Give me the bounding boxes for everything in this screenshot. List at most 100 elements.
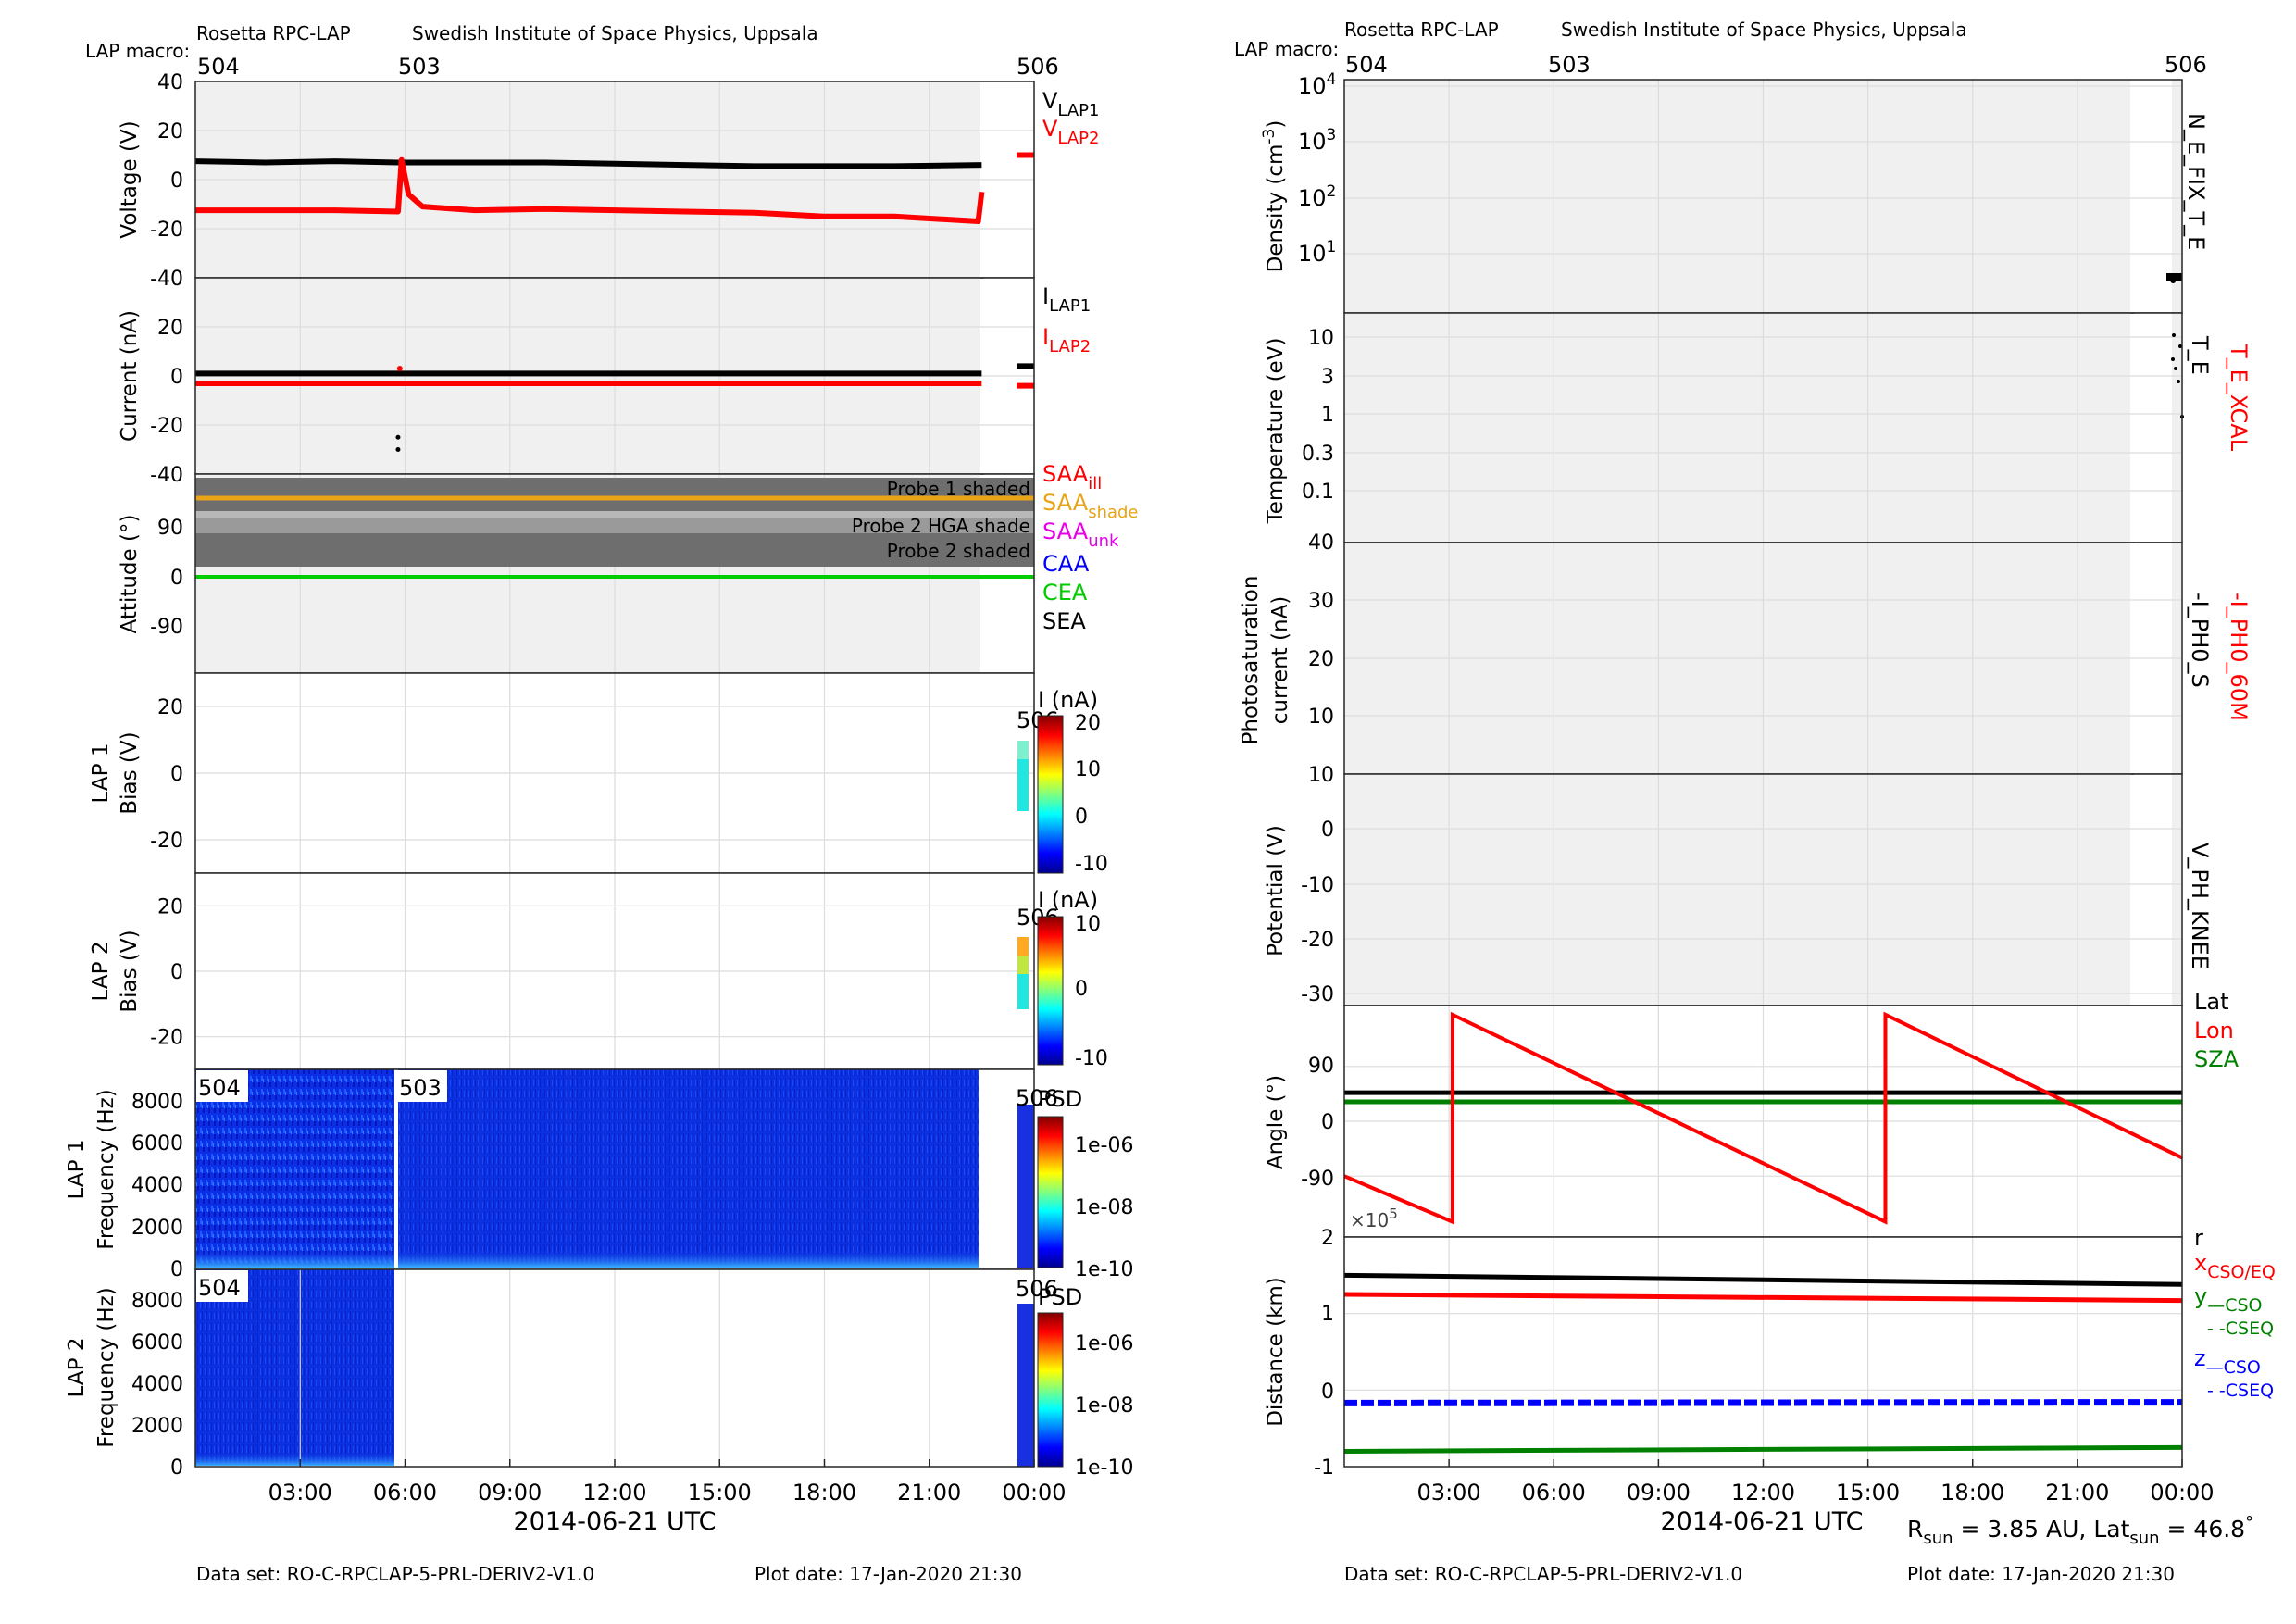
psd-block-503 xyxy=(398,1069,979,1268)
lat-sub: sun xyxy=(2129,1529,2159,1548)
x-tick-label: 21:00 xyxy=(897,1480,961,1505)
angle-ylabel: Angle (°) xyxy=(1264,1075,1288,1169)
x-tick-label: 06:00 xyxy=(1522,1480,1586,1505)
legend-sza: SZA xyxy=(2194,1046,2240,1072)
voltage-ytick: 20 xyxy=(157,120,183,144)
voltage-ylabel: Voltage (V) xyxy=(118,120,142,238)
density-ylabel-main: Density (cm xyxy=(1264,144,1288,273)
lap1psd-ylabel2: Frequency (Hz) xyxy=(94,1089,119,1249)
x-tick-label: 21:00 xyxy=(2045,1480,2109,1505)
legend-cea: CEA xyxy=(1042,580,1088,606)
temp-rlabel-te: T_E xyxy=(2187,335,2213,375)
photosaturation-panel: Photosaturation current (nA) 40 30 20 10… xyxy=(1239,531,2252,775)
x-tick-label: 09:00 xyxy=(478,1480,542,1505)
temp-ytick: 3 xyxy=(1321,366,1334,389)
voltage-series-vlap2 xyxy=(195,156,985,225)
x-tick-label: 06:00 xyxy=(373,1480,437,1505)
angle-panel: Angle (°) 90 0 -90 Lat Lon SZA ×105 xyxy=(1264,989,2240,1238)
lap2bias-ylabel2: Bias (V) xyxy=(118,930,142,1012)
right-plotdate: Plot date: 17-Jan-2020 21:30 xyxy=(1907,1563,2175,1585)
angle-ytick: -90 xyxy=(1301,1168,1334,1191)
distance-exponent: ×105 xyxy=(1350,1206,1398,1231)
psd1-cbar-title: PSD xyxy=(1038,1086,1082,1112)
psd1-ytick: 6000 xyxy=(131,1132,183,1156)
header-left: Rosetta RPC-LAP Swedish Institute of Spa… xyxy=(85,22,1059,80)
macro-label-504: 504 xyxy=(1345,52,1388,78)
lap2bias-cbar-tick: 10 xyxy=(1075,913,1101,936)
potential-ytick: -10 xyxy=(1301,874,1334,897)
photosat-ylabel1: Photosaturation xyxy=(1239,576,1263,745)
lap1bias-ylabel1: LAP 1 xyxy=(89,743,113,804)
psd1-macro-503: 503 xyxy=(399,1075,442,1101)
lap1bias-cbar-title: I (nA) xyxy=(1038,687,1098,713)
band-label-probe2-hga: Probe 2 HGA shade xyxy=(852,515,1030,537)
lap1-bias-panel: LAP 1 Bias (V) 200-20 506 I (nA) 20 10 0… xyxy=(89,672,1108,876)
psd2-colorbar xyxy=(1037,1312,1064,1468)
x-tick-label: 18:00 xyxy=(792,1480,856,1505)
current-legend: ILAP1 ILAP2 xyxy=(1042,283,1091,356)
attitude-panel: Probe 1 shaded Probe 2 HGA shade Probe 2… xyxy=(118,461,1139,674)
lap1-psd-panel: 504 503 LAP 1 Frequency (Hz) 8000 6000 4… xyxy=(65,1068,1133,1281)
lat-value: = 46.8 xyxy=(2160,1516,2246,1543)
macro-label-506: 506 xyxy=(2165,52,2207,78)
angle-series-lon xyxy=(1343,1011,2183,1225)
lap1bias-cbar-tick: 10 xyxy=(1075,758,1101,781)
temp-rlabel-xcal: T_E_XCAL xyxy=(2226,344,2252,452)
potential-rlabel: V_PH_KNEE xyxy=(2187,843,2213,969)
sun-info: Rsun = 3.85 AU, Latsun = 46.8° xyxy=(1907,1513,2253,1548)
lap1bias-ytick: 0 xyxy=(170,763,183,786)
macro-label-503: 503 xyxy=(1548,52,1591,78)
x-tick-label: 18:00 xyxy=(1940,1480,2004,1505)
potential-ylabel: Potential (V) xyxy=(1264,825,1288,956)
lap1bias-cbar-tick: 0 xyxy=(1075,806,1088,829)
psd2-macro-504: 504 xyxy=(198,1275,241,1301)
lap2bias-cbar-tick: 0 xyxy=(1075,978,1088,1001)
svg-text:VLAP1: VLAP1 xyxy=(1042,88,1099,120)
psd2-cbar-title: PSD xyxy=(1038,1284,1082,1310)
density-ytick-exp: 1 xyxy=(1327,238,1337,256)
instrument-title: Rosetta RPC-LAP xyxy=(1344,19,1499,41)
institute-title: Swedish Institute of Space Physics, Upps… xyxy=(1561,19,1967,41)
band-probe2-shaded xyxy=(195,533,1034,567)
density-ytick-1e3: 103 xyxy=(1298,126,1336,155)
psd1-cbar-tick: 1e-06 xyxy=(1075,1134,1133,1157)
bias-data-strip-top xyxy=(1017,937,1029,956)
psd2-cbar-tick: 1e-10 xyxy=(1075,1456,1133,1480)
left-xlabel: 2014-06-21 UTC xyxy=(513,1507,716,1536)
temperature-ylabel: Temperature (eV) xyxy=(1264,338,1288,525)
svg-text:y—CSO: y—CSO xyxy=(2194,1283,2263,1316)
psd1-ytick: 8000 xyxy=(131,1091,183,1114)
legend-y-sub: —CSO xyxy=(2207,1295,2262,1316)
temperature-panel: Temperature (eV) 10 3 1 0.3 0.1 T_E T_E_… xyxy=(1264,312,2252,543)
macro-label-504: 504 xyxy=(197,54,240,80)
psd2-cbar-tick: 1e-08 xyxy=(1075,1394,1133,1418)
potential-ytick: 0 xyxy=(1321,818,1334,842)
x-tick-label: 15:00 xyxy=(1836,1480,1900,1505)
lap2bias-ytick: -20 xyxy=(150,1027,183,1050)
distance-panel: Distance (km) 2 1 0 -1 r xCSO/EQ y—CSO -… xyxy=(1264,1225,2276,1480)
current-ytick: 0 xyxy=(170,366,183,389)
potential-ytick: -30 xyxy=(1301,983,1334,1006)
legend-ilap1-sub: LAP1 xyxy=(1049,296,1091,316)
photosat-ylabel2: current (nA) xyxy=(1268,596,1292,725)
lap2bias-cbar-tick: -10 xyxy=(1075,1047,1108,1070)
psd1-ytick: 4000 xyxy=(131,1174,183,1197)
angle-ytick: 90 xyxy=(1308,1055,1334,1078)
macro-label: LAP macro: xyxy=(85,40,190,62)
bias-data-strip-top xyxy=(1017,741,1029,759)
current-point xyxy=(396,366,403,372)
psd1-colorbar xyxy=(1037,1116,1064,1268)
legend-x-sub: CSO/EQ xyxy=(2207,1262,2276,1282)
attitude-ylabel: Attitude (°) xyxy=(118,515,142,634)
legend-vlap2: V xyxy=(1042,116,1058,142)
lap1bias-ytick: 20 xyxy=(157,696,183,719)
institute-title: Swedish Institute of Space Physics, Upps… xyxy=(412,22,818,44)
distance-series-x xyxy=(1343,1292,2183,1304)
attitude-ytick-0: 0 xyxy=(170,567,183,590)
attitude-ytick-neg90: -90 xyxy=(150,616,183,639)
density-ytick-1e1: 101 xyxy=(1298,238,1336,267)
distance-ytick: 1 xyxy=(1321,1303,1334,1326)
svg-text:SAAunk: SAAunk xyxy=(1042,518,1119,551)
psd2-ytick: 8000 xyxy=(131,1290,183,1313)
